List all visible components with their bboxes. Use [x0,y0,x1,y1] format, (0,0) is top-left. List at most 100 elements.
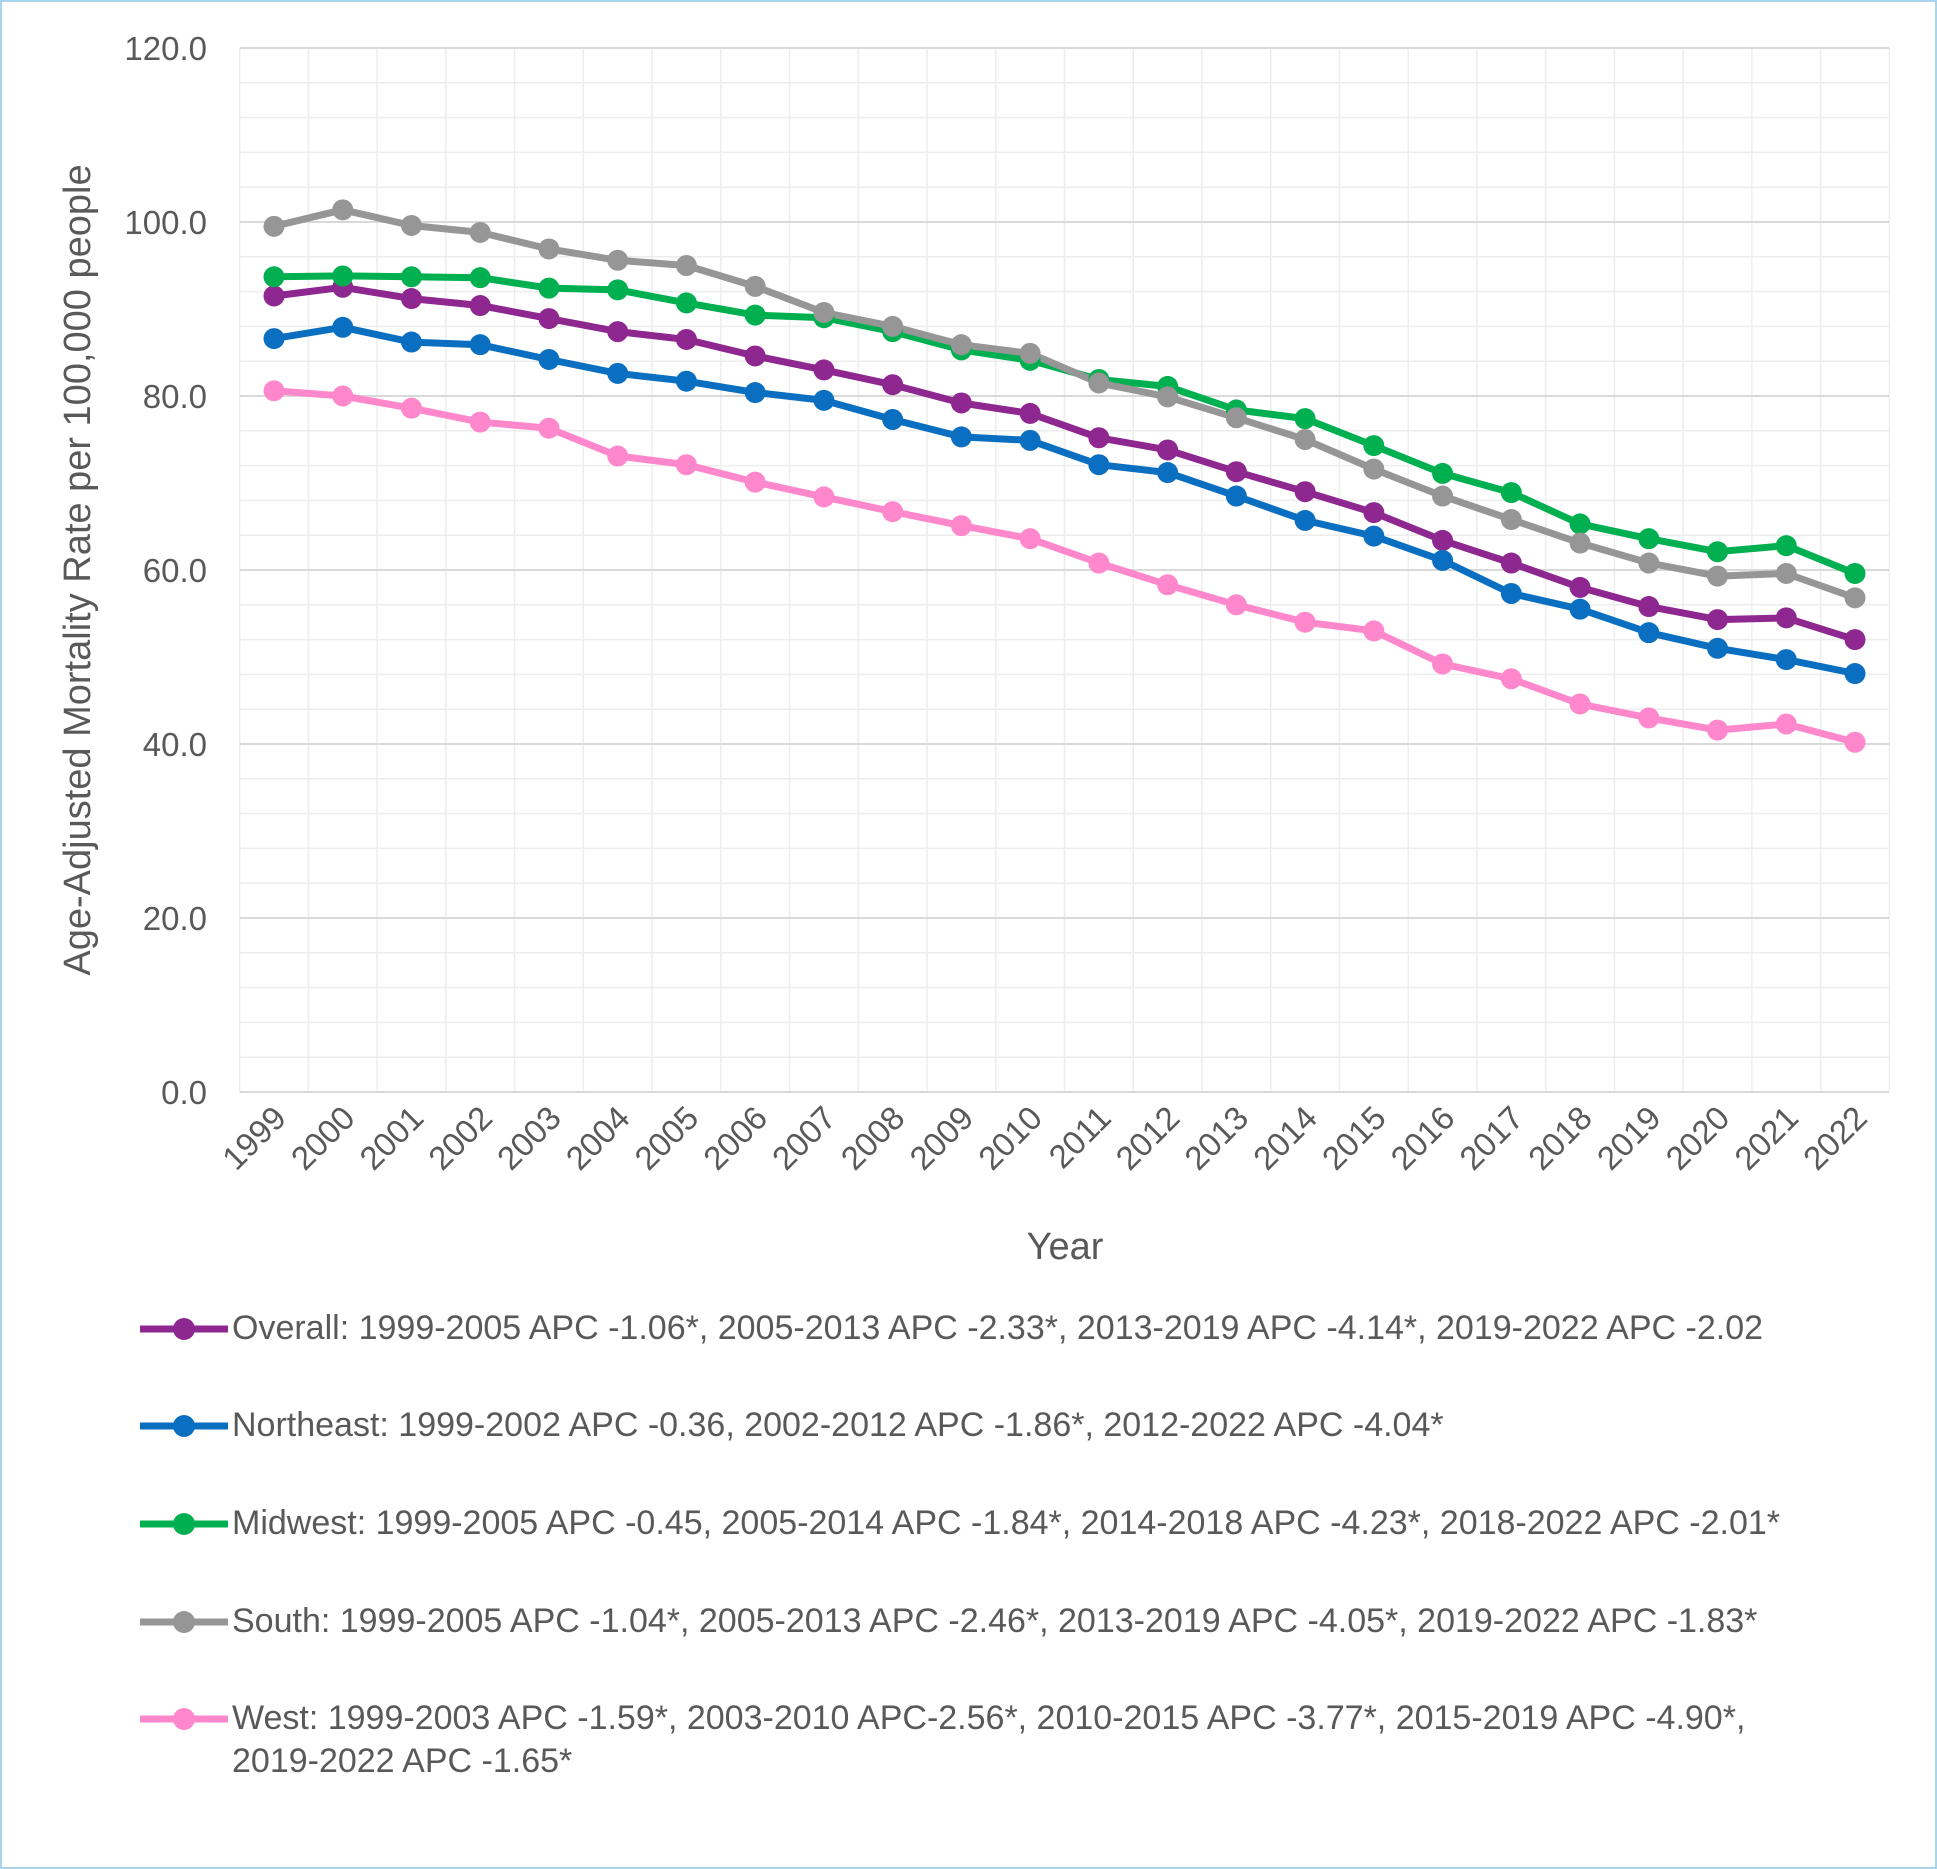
data-point [1432,485,1454,507]
data-point [1432,529,1454,551]
data-point [1500,552,1522,574]
x-tick-label: 2017 [1452,1099,1530,1177]
data-point [1500,482,1522,504]
data-point [400,266,422,288]
y-tick-label: 0.0 [161,1074,207,1111]
data-point [1363,435,1385,457]
data-point [1294,509,1316,531]
data-point [538,417,560,439]
data-point [1775,713,1797,735]
x-tick-label: 2004 [559,1099,637,1177]
data-point [882,374,904,396]
data-point [744,275,766,297]
y-tick-label: 20.0 [143,900,207,937]
data-point [675,328,697,350]
x-tick-label: 2015 [1315,1099,1393,1177]
data-point [744,304,766,326]
data-point [400,397,422,419]
data-point [813,301,835,323]
legend-label: Northeast: 1999-2002 APC -0.36, 2002-201… [232,1406,1444,1444]
legend-label: Midwest: 1999-2005 APC -0.45, 2005-2014 … [232,1504,1781,1542]
data-point [1088,552,1110,574]
data-point [744,471,766,493]
data-point [1019,402,1041,424]
series-line [273,323,1856,677]
legend-item: West: 1999-2003 APC -1.59*, 2003-2010 AP… [138,1697,1838,1787]
data-point [332,316,354,338]
data-point [1775,562,1797,584]
data-point [744,345,766,367]
x-tick-label: 2005 [627,1099,705,1177]
y-tick-label: 80.0 [143,378,207,415]
data-point [882,408,904,430]
data-point [1363,525,1385,547]
data-point [263,285,285,307]
data-point [400,214,422,236]
data-point [1500,509,1522,531]
data-point [469,411,491,433]
y-axis-title: Age-Adjusted Mortality Rate per 100,000 … [57,164,99,975]
x-tick-label: 2001 [352,1099,430,1177]
data-point [1638,596,1660,618]
data-point [1157,574,1179,596]
data-point [1432,462,1454,484]
data-point [263,266,285,288]
x-tick-label: 2022 [1796,1099,1874,1177]
data-point [675,454,697,476]
x-tick-label: 1999 [215,1099,293,1177]
data-point [538,238,560,260]
data-point [263,215,285,237]
data-point [538,277,560,299]
data-point [538,348,560,370]
data-point [950,392,972,414]
data-point [538,308,560,330]
data-point [607,445,629,467]
x-tick-label: 2014 [1246,1099,1324,1177]
x-tick-label: 2008 [834,1099,912,1177]
x-tick-label: 2010 [971,1099,1049,1177]
data-point [813,359,835,381]
data-point [469,295,491,317]
data-point [1844,562,1866,584]
data-point [813,389,835,411]
data-point [607,249,629,271]
x-tick-label: 2007 [765,1099,843,1177]
data-point [1844,587,1866,609]
x-tick-label: 2003 [490,1099,568,1177]
data-point [813,486,835,508]
legend-swatch [140,1708,228,1730]
x-tick-label: 2000 [284,1099,362,1177]
x-tick-label: 2006 [696,1099,774,1177]
data-point [1638,707,1660,729]
data-point [607,279,629,301]
x-tick-label: 2002 [421,1099,499,1177]
data-point [1225,485,1247,507]
y-tick-label: 120.0 [124,30,207,67]
series-line [273,387,1856,746]
legend-swatch [140,1513,228,1535]
data-point [744,382,766,404]
y-axis-tick-labels: 0.0 20.0 40.0 60.0 80.0 100.0 120.0 [124,30,207,1111]
data-point [1569,598,1591,620]
x-tick-label: 2009 [902,1099,980,1177]
data-point [1225,594,1247,616]
x-tick-label: 2020 [1658,1099,1736,1177]
data-point [1844,629,1866,651]
x-axis-tick-labels: 1999200020012002200320042005200620072008… [215,1099,1874,1177]
data-point [882,315,904,337]
x-tick-label: 2011 [1041,1099,1117,1175]
y-tick-label: 100.0 [124,204,207,241]
data-point [1569,513,1591,535]
data-point [1363,620,1385,642]
data-point [1294,611,1316,633]
data-point [1844,731,1866,753]
data-point [950,334,972,356]
data-point [1775,607,1797,629]
data-point [675,292,697,314]
data-point [1569,576,1591,598]
x-tick-label: 2012 [1108,1099,1186,1177]
data-point [1157,462,1179,484]
data-point [1569,532,1591,554]
